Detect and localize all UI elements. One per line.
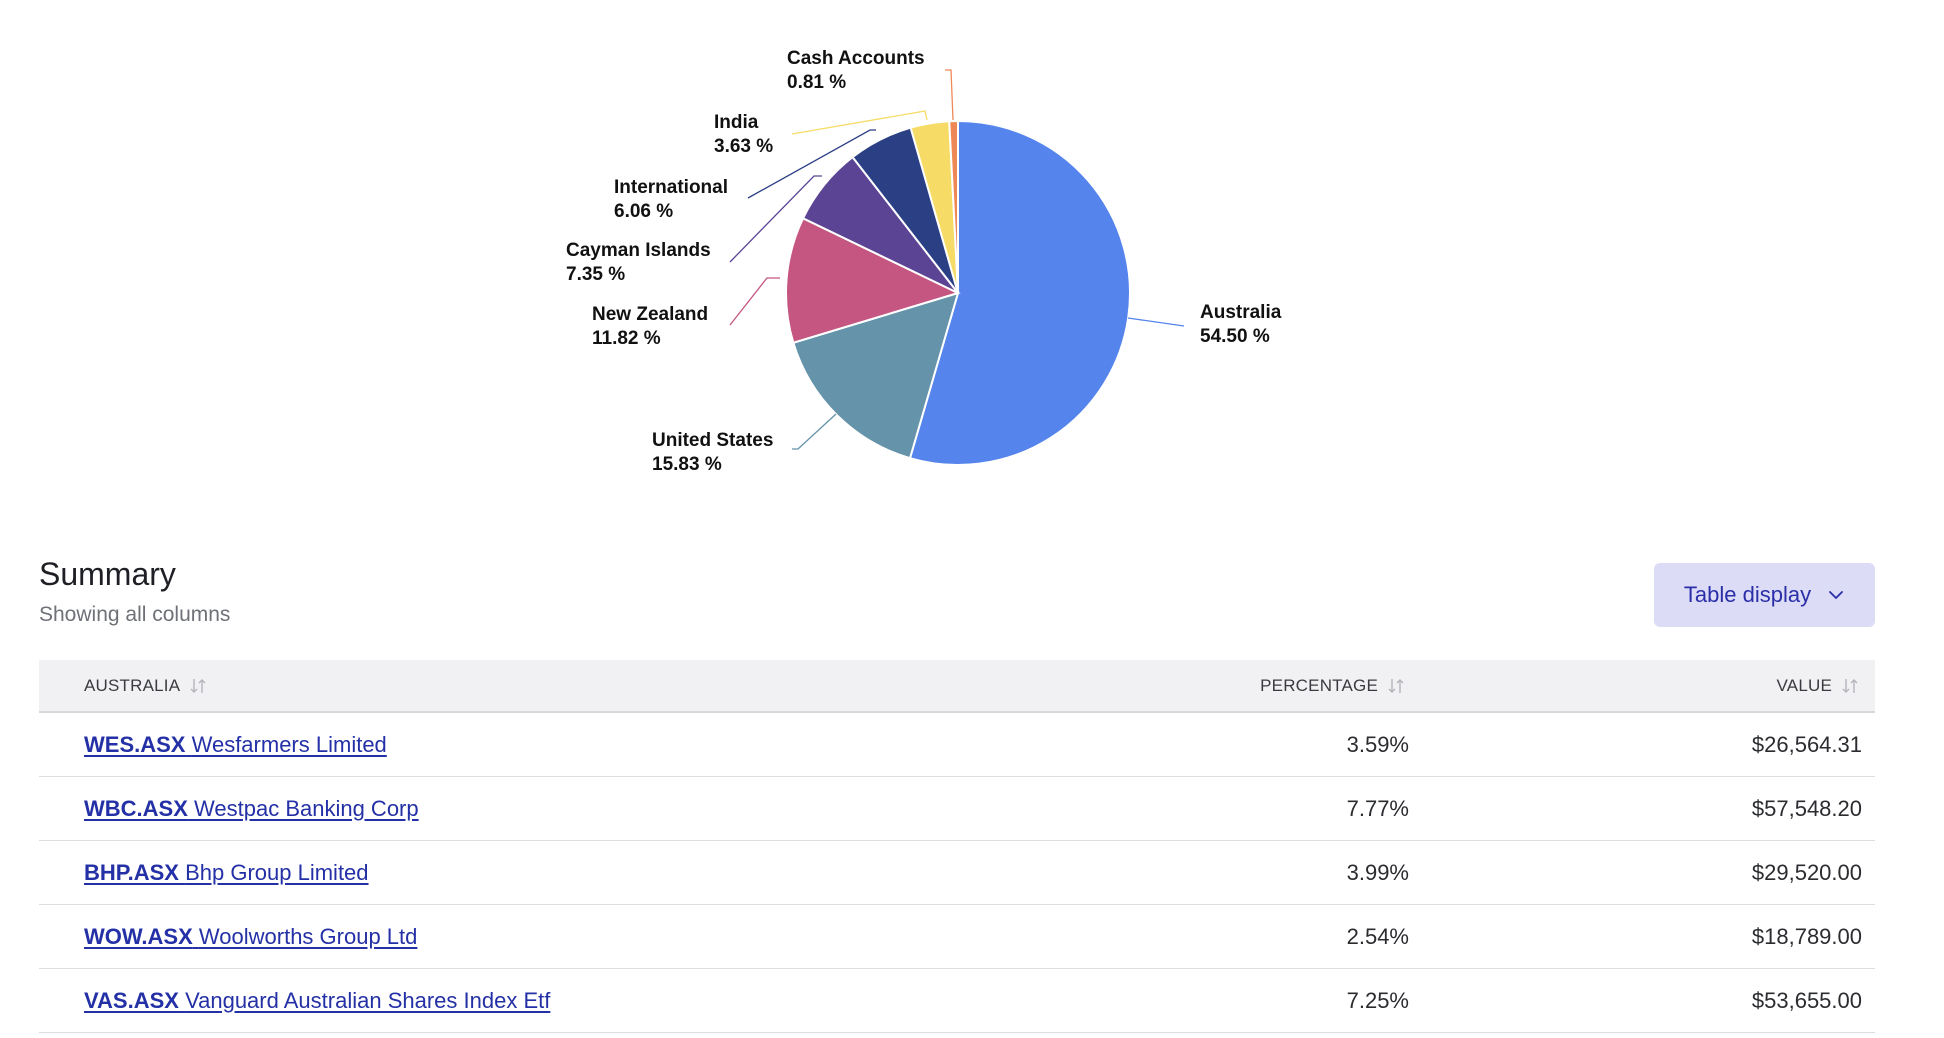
holdings-table: AUSTRALIA PERCENTAGE VALUE [39, 660, 1875, 1033]
holding-link[interactable]: WBC.ASX Westpac Banking Corp [84, 796, 419, 822]
holding-name: Woolworths Group Ltd [198, 923, 418, 949]
pie-connector-line [945, 69, 954, 121]
pie-label-percentage: 7.35 % [566, 264, 625, 285]
holding-percentage: 7.25% [1346, 987, 1409, 1013]
allocation-pie-chart: Australia 54.50 % United States 15.83 % New … [566, 48, 1282, 475]
table-row: WBC.ASX Westpac Banking Corp 7.77% $57,5… [39, 777, 1875, 841]
table-row: WES.ASX Wesfarmers Limited 3.59% $26,564… [39, 713, 1875, 777]
pie-label-name: International [614, 177, 728, 198]
sort-icon [190, 678, 206, 693]
pie-connector-line [729, 277, 780, 326]
holding-percentage: 7.77% [1346, 795, 1409, 821]
column-header-name[interactable]: AUSTRALIA [84, 676, 208, 696]
sort-icon [1388, 678, 1404, 693]
pie-connector-line [792, 413, 837, 450]
pie-slice-cash-accounts[interactable] [948, 119, 959, 294]
holding-name: Bhp Group Limited [185, 859, 369, 885]
pie-slice-new-zealand[interactable] [785, 216, 961, 344]
pie-connector-line [729, 175, 822, 263]
pie-label-percentage: 6.06 % [614, 201, 673, 222]
pie-slice-united-states[interactable] [792, 291, 960, 460]
pie-label-name: Australia [1200, 302, 1282, 323]
pie-label-percentage: 3.63 % [714, 136, 773, 157]
pie-connector-line [1127, 317, 1185, 327]
holding-name: Wesfarmers Limited [191, 731, 387, 757]
column-header-percentage-label: PERCENTAGE [1260, 675, 1378, 695]
pie-label-percentage: 54.50 % [1200, 326, 1270, 347]
chevron-down-icon [1829, 591, 1843, 599]
pie-slice-australia[interactable] [908, 119, 1131, 466]
column-header-percentage[interactable]: PERCENTAGE [1260, 676, 1406, 696]
holding-ticker: WOW.ASX [84, 923, 193, 949]
summary-title: Summary [39, 556, 176, 592]
holding-link[interactable]: VAS.ASX Vanguard Australian Shares Index… [84, 988, 550, 1014]
holding-value: $53,655.00 [1751, 987, 1862, 1013]
pie-label-percentage: 11.82 % [592, 328, 661, 349]
holding-name: Westpac Banking Corp [194, 795, 419, 821]
holding-ticker: WBC.ASX [84, 795, 188, 821]
holding-link[interactable]: BHP.ASX Bhp Group Limited [84, 860, 369, 886]
table-header-row: AUSTRALIA PERCENTAGE VALUE [39, 660, 1875, 713]
holding-ticker: VAS.ASX [84, 987, 179, 1013]
holding-percentage: 2.54% [1346, 923, 1409, 949]
pie-label-percentage: 15.83 % [652, 454, 722, 475]
pie-label-percentage: 0.81 % [787, 72, 846, 93]
holding-ticker: WES.ASX [84, 731, 186, 757]
holding-name: Vanguard Australian Shares Index Etf [185, 987, 551, 1013]
table-row: VAS.ASX Vanguard Australian Shares Index… [39, 969, 1875, 1033]
table-display-button[interactable]: Table display [1654, 563, 1875, 627]
column-header-value-label: VALUE [1776, 675, 1832, 695]
holding-value: $26,564.31 [1751, 731, 1862, 757]
pie-connector-line [747, 129, 876, 199]
holding-link[interactable]: WOW.ASX Woolworths Group Ltd [84, 924, 417, 950]
pie-label-name: New Zealand [592, 304, 708, 325]
pie-label-name: Cayman Islands [566, 240, 711, 261]
holding-ticker: BHP.ASX [84, 859, 179, 885]
holding-link[interactable]: WES.ASX Wesfarmers Limited [84, 732, 387, 758]
table-row: WOW.ASX Woolworths Group Ltd 2.54% $18,7… [39, 905, 1875, 969]
pie-label-name: India [714, 112, 759, 133]
holding-value: $29,520.00 [1751, 859, 1862, 885]
holding-value: $18,789.00 [1751, 923, 1862, 949]
summary-subtitle: Showing all columns [39, 603, 231, 626]
holding-percentage: 3.59% [1346, 731, 1409, 757]
sort-icon [1842, 678, 1858, 693]
table-row: BHP.ASX Bhp Group Limited 3.99% $29,520.… [39, 841, 1875, 905]
pie-label-name: United States [652, 430, 773, 451]
column-header-name-label: AUSTRALIA [84, 675, 181, 695]
holding-percentage: 3.99% [1346, 859, 1409, 885]
table-display-label: Table display [1683, 582, 1812, 607]
pie-label-name: Cash Accounts [787, 48, 925, 69]
column-header-value[interactable]: VALUE [1777, 676, 1861, 696]
holding-value: $57,548.20 [1751, 795, 1862, 821]
pie-connector-line [791, 110, 928, 135]
